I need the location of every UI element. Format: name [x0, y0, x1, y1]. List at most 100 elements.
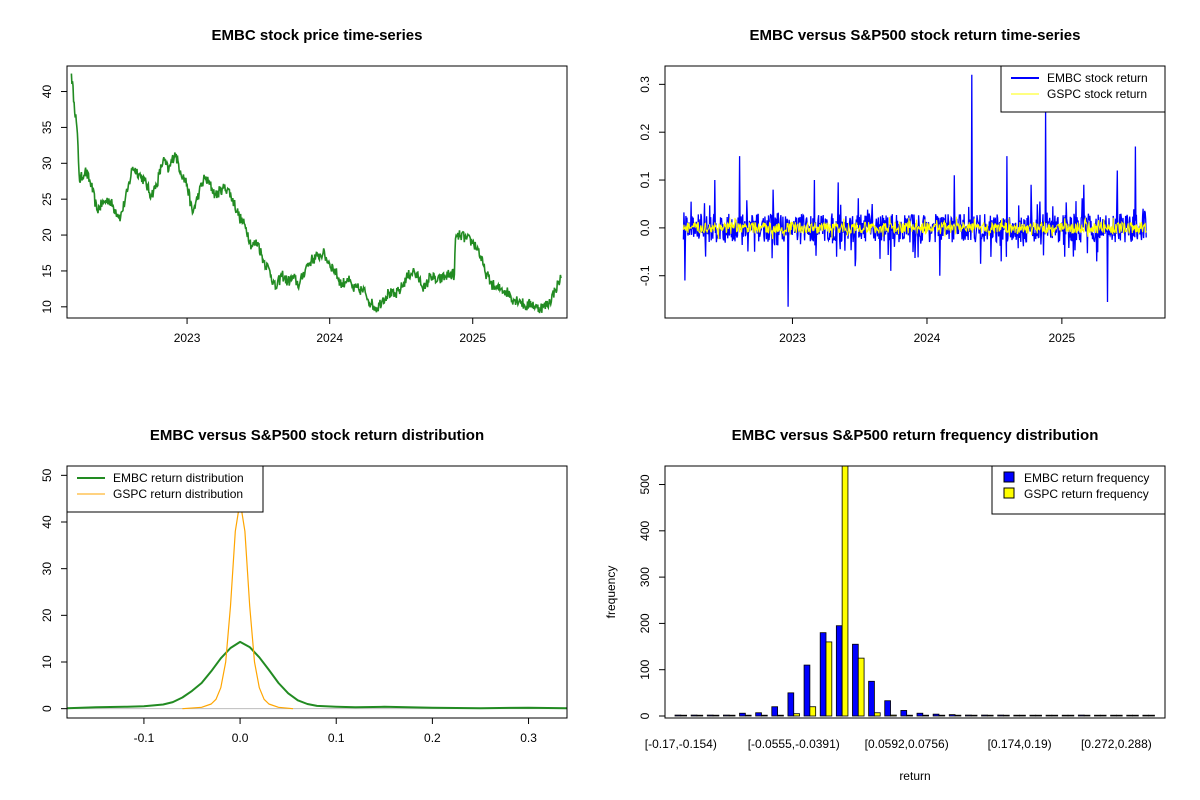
gspc-frequency-bar: [1083, 714, 1091, 717]
x-tick-label: 2023: [174, 331, 201, 345]
gspc-frequency-bar: [696, 714, 704, 717]
x-tick-label: 2025: [1049, 331, 1076, 345]
gspc-frequency-bar: [841, 465, 849, 717]
gspc-frequency-bar: [1003, 714, 1010, 717]
y-tick-label: 40: [40, 85, 54, 99]
embc-frequency-bar: [1029, 714, 1037, 717]
y-tick-label: 20: [40, 228, 54, 242]
x-tick-label: -0.1: [134, 731, 155, 745]
chart-title: EMBC versus S&P500 return frequency dist…: [732, 427, 1099, 444]
x-axis-label: return: [899, 769, 930, 783]
x-tick-label: [0.272,0.288): [1081, 737, 1152, 751]
y-tick-label: 300: [638, 567, 652, 587]
embc-frequency-bar: [884, 700, 891, 717]
x-tick-label: [-0.0555,-0.0391): [748, 737, 840, 751]
legend-entry: EMBC stock return: [1047, 71, 1148, 85]
embc-frequency-bar: [787, 692, 795, 717]
y-tick-label: 200: [638, 613, 652, 633]
legend-swatch: [1003, 487, 1015, 499]
x-tick-label: 2023: [779, 331, 806, 345]
gspc-frequency-bar: [1019, 714, 1026, 717]
y-tick-label: 0.0: [638, 219, 652, 236]
plot-frame: [664, 65, 1166, 319]
y-tick-label: 0: [638, 712, 652, 719]
embc-frequency-bar: [690, 714, 698, 717]
y-tick-label: 35: [40, 120, 54, 134]
y-tick-label: 20: [40, 608, 54, 622]
y-tick-label: 0.2: [638, 124, 652, 141]
legend-entry: GSPC return frequency: [1024, 487, 1149, 501]
gspc-frequency-bar: [1099, 714, 1107, 717]
gspc-frequency-bar: [922, 714, 930, 717]
gspc-return-line: [682, 216, 1147, 240]
x-tick-label: 0.0: [232, 731, 249, 745]
y-tick-label: 0.1: [638, 171, 652, 188]
x-tick-label: 2024: [914, 331, 941, 345]
y-tick-label: 10: [40, 655, 54, 669]
gspc-frequency-bar: [890, 714, 897, 717]
y-tick-label: 100: [638, 659, 652, 679]
plot-frame: [664, 465, 1166, 719]
y-tick-label: 30: [40, 156, 54, 170]
embc-frequency-bar: [1094, 714, 1101, 717]
chart-title: EMBC stock price time-series: [212, 27, 423, 44]
embc-frequency-bar: [932, 713, 940, 717]
embc-frequency-bar: [981, 714, 988, 717]
gspc-frequency-bar: [777, 714, 784, 717]
gspc-frequency-bar: [744, 714, 752, 717]
embc-frequency-bar: [1061, 714, 1069, 717]
gspc-frequency-bar: [809, 706, 817, 717]
x-tick-label: 0.1: [328, 731, 345, 745]
x-tick-label: [0.174,0.19): [988, 737, 1052, 751]
chart-title: EMBC versus S&P500 stock return time-ser…: [750, 27, 1081, 44]
y-tick-label: 30: [40, 562, 54, 576]
y-tick-label: 50: [40, 468, 54, 482]
legend-entry: EMBC return distribution: [113, 471, 244, 485]
legend-entry: EMBC return frequency: [1024, 471, 1149, 485]
gspc-frequency-bar: [938, 714, 946, 717]
x-tick-label: 2024: [316, 331, 343, 345]
gspc-frequency-bar: [970, 714, 978, 717]
embc-frequency-bar: [997, 714, 1004, 717]
gspc-frequency-bar: [680, 714, 688, 717]
gspc-frequency-bar: [906, 714, 913, 717]
y-tick-label: 500: [638, 474, 652, 494]
legend-box: [66, 465, 264, 513]
y-tick-label: 25: [40, 192, 54, 206]
legend-entry: GSPC return distribution: [113, 487, 243, 501]
embc-frequency-bar: [755, 712, 762, 717]
embc-density-line: [66, 640, 568, 710]
gspc-density-line: [182, 500, 294, 710]
embc-frequency-bar: [674, 714, 682, 717]
x-tick-label: [0.0592,0.0756): [865, 737, 949, 751]
embc-frequency-bar: [1077, 714, 1085, 717]
y-tick-label: 400: [638, 520, 652, 540]
x-tick-label: 2025: [459, 331, 486, 345]
y-tick-label: 15: [40, 264, 54, 278]
embc-frequency-bar: [771, 706, 779, 717]
y-tick-label: -0.1: [638, 265, 652, 286]
y-tick-label: 0.3: [638, 76, 652, 93]
embc-frequency-bar: [948, 714, 956, 717]
gspc-frequency-bar: [986, 714, 994, 717]
embc-frequency-bar: [803, 664, 811, 717]
gspc-frequency-bar: [1067, 714, 1075, 717]
gspc-frequency-bar: [1116, 714, 1123, 717]
y-axis-label: frequency: [604, 566, 618, 619]
chart-title: EMBC versus S&P500 stock return distribu…: [150, 427, 484, 444]
plot-frame: [66, 465, 568, 719]
embc-frequency-bar: [965, 714, 972, 717]
embc-frequency-bar: [1126, 714, 1133, 717]
embc-frequency-bar: [900, 710, 908, 717]
y-tick-label: 40: [40, 515, 54, 529]
embc-return-line: [682, 74, 1147, 307]
legend-entry: GSPC stock return: [1047, 87, 1147, 101]
embc-frequency-bar: [1045, 714, 1053, 717]
plot-frame: [66, 65, 568, 319]
embc-frequency-bar: [1142, 714, 1150, 717]
gspc-frequency-bar: [712, 714, 720, 717]
legend-box: [991, 465, 1166, 515]
gspc-frequency-bar: [1148, 714, 1155, 717]
